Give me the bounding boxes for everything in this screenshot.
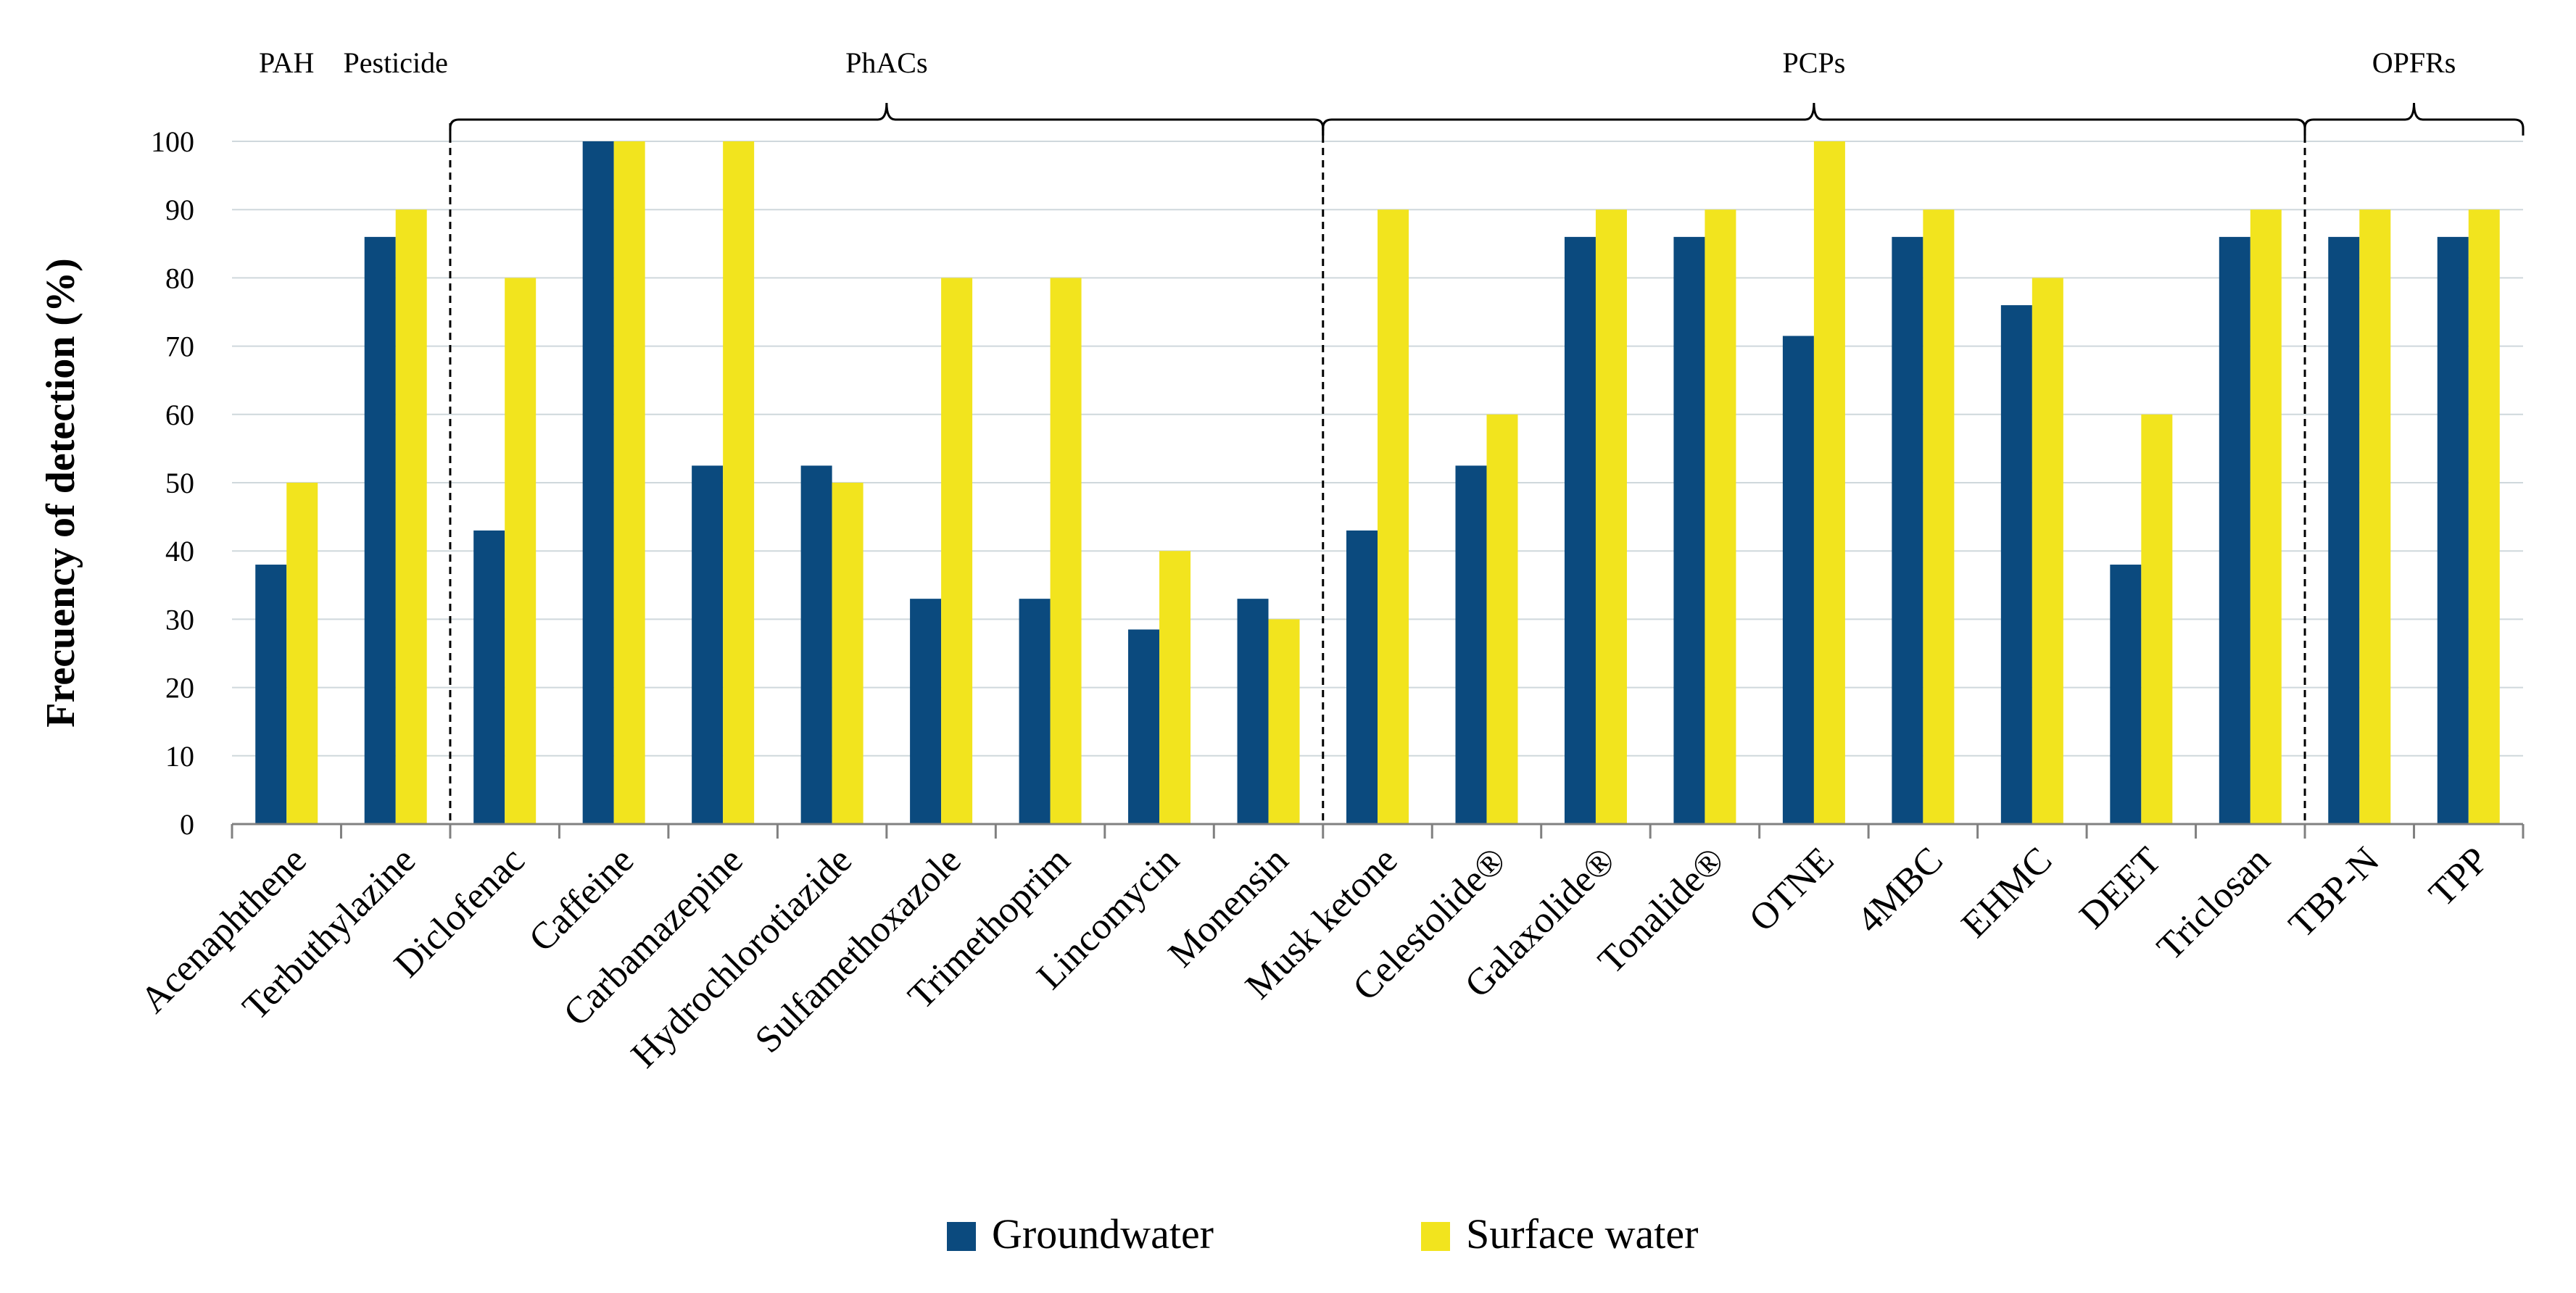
group-bracket	[2303, 102, 2525, 136]
y-tick-label: 100	[151, 125, 194, 158]
bar-surface-water	[1923, 209, 1955, 824]
bar-surface-water	[395, 209, 427, 824]
bar-groundwater	[1892, 236, 1923, 824]
bar-groundwater	[255, 565, 287, 824]
bar-groundwater	[1673, 236, 1705, 824]
bar-surface-water	[613, 141, 645, 824]
group-label: OPFRs	[2372, 46, 2456, 79]
bar-surface-water	[1159, 551, 1191, 824]
y-axis-label: Frecuency of detection (%)	[38, 258, 83, 727]
y-tick-label: 60	[165, 399, 194, 431]
group-label: Pesticide	[344, 46, 448, 79]
bar-surface-water	[832, 483, 864, 824]
bar-surface-water	[723, 141, 755, 824]
y-tick-label: 50	[165, 467, 194, 499]
bar-groundwater	[473, 530, 505, 824]
group-label: PhACs	[845, 46, 927, 79]
bar-surface-water	[1595, 209, 1627, 824]
y-tick-label: 40	[165, 535, 194, 567]
legend-label: Surface water	[1466, 1210, 1698, 1257]
bar-surface-water	[1378, 209, 1409, 824]
x-tick-label: Triclosan	[2149, 839, 2278, 968]
bar-groundwater	[1346, 530, 1378, 824]
x-tick-label: OTNE	[1742, 839, 1842, 939]
bar-surface-water	[505, 278, 537, 824]
y-tick-label: 90	[165, 194, 194, 226]
bar-surface-water	[1705, 209, 1736, 824]
y-tick-label: 70	[165, 330, 194, 363]
bar-surface-water	[2359, 209, 2391, 824]
bars	[255, 141, 2500, 825]
x-tick-label: TBP-N	[2281, 839, 2387, 946]
y-tick-label: 80	[165, 262, 194, 294]
y-tick-label: 20	[165, 672, 194, 704]
y-tick-label: 30	[165, 603, 194, 636]
bar-surface-water	[286, 483, 318, 824]
legend: Groundwater Surface water	[947, 1210, 1698, 1257]
y-tick-labels: 0 10 20 30 40 50 60 70 80 90 100	[151, 125, 194, 841]
group-label: PAH	[259, 46, 314, 79]
bar-groundwater	[364, 236, 396, 824]
x-tick-label: TPP	[2422, 839, 2497, 915]
bar-groundwater	[692, 465, 724, 824]
x-tick-label: Sulfamethoxazole	[747, 839, 969, 1061]
bar-groundwater	[2110, 565, 2142, 824]
bar-surface-water	[1486, 414, 1518, 824]
bar-surface-water	[2250, 209, 2282, 824]
bar-groundwater	[2437, 236, 2469, 824]
group-bracket	[1322, 102, 2306, 136]
bar-surface-water	[1050, 278, 1082, 824]
bar-groundwater	[1019, 599, 1051, 824]
x-tick-labels: AcenaphtheneTerbuthylazineDiclofenacCaff…	[133, 839, 2496, 1076]
bar-groundwater	[1455, 465, 1487, 824]
bar-surface-water	[2468, 209, 2500, 824]
bar-groundwater	[800, 465, 832, 824]
category-groups: PAH Pesticide PhACs PCPs OPFRs	[259, 46, 2525, 824]
axes	[231, 823, 2525, 839]
bar-groundwater	[1564, 236, 1596, 824]
bar-groundwater	[582, 141, 614, 824]
bar-groundwater	[2000, 305, 2032, 825]
legend-label: Groundwater	[992, 1210, 1214, 1257]
y-tick-label: 0	[180, 808, 194, 841]
bar-groundwater	[910, 599, 942, 824]
bar-surface-water	[1813, 141, 1845, 824]
y-tick-label: 10	[165, 740, 194, 773]
bar-groundwater	[2328, 236, 2360, 824]
bar-groundwater	[1782, 336, 1814, 825]
bar-groundwater	[1128, 629, 1160, 824]
legend-swatch	[947, 1222, 976, 1251]
bar-surface-water	[2141, 414, 2173, 824]
bar-groundwater	[1237, 599, 1269, 824]
group-label: PCPs	[1783, 46, 1846, 79]
bar-surface-water	[941, 278, 973, 824]
x-tick-label: EHMC	[1954, 839, 2061, 946]
bar-groundwater	[2219, 236, 2250, 824]
x-tick-label: 4MBC	[1849, 839, 1950, 941]
x-tick-label: DEET	[2072, 839, 2169, 936]
legend-swatch	[1421, 1222, 1450, 1251]
bar-surface-water	[2032, 278, 2063, 824]
group-bracket	[449, 102, 1325, 136]
bar-surface-water	[1268, 619, 1300, 824]
